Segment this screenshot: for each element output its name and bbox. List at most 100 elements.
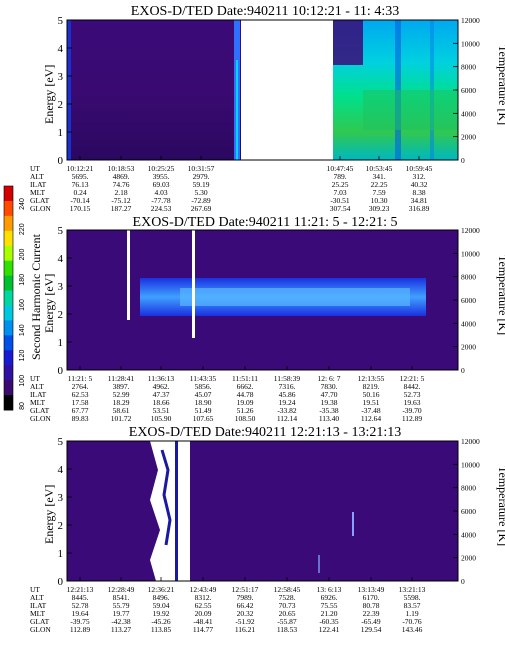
orbit-row-label: UT (30, 585, 40, 594)
orbit-value: 10.30 (371, 196, 388, 205)
panel-1-green-patch (363, 90, 458, 130)
left-tick-label: 2 (58, 309, 64, 321)
orbit-value: 105.90 (151, 414, 172, 423)
orbit-value: 89.83 (72, 414, 89, 423)
orbit-value: 58.61 (113, 406, 130, 415)
orbit-value: 55.79 (113, 601, 130, 610)
orbit-value: 3897. (113, 382, 130, 391)
orbit-value: 1.19 (405, 609, 418, 618)
orbit-value: 112.64 (361, 414, 382, 423)
orbit-value: 309.23 (369, 204, 390, 213)
orbit-time-label: 10:31:57 (188, 164, 215, 173)
orbit-value: 341. (372, 172, 385, 181)
orbit-value: 7528. (279, 593, 296, 602)
orbit-value: 45.86 (279, 390, 296, 399)
panel-3-ylabel-left: Energy [eV] (42, 485, 56, 544)
orbit-value: 74.76 (113, 180, 130, 189)
panel-3-data-gap (150, 441, 190, 581)
panel-1-left-axis: 0 1 2 3 4 5 (58, 15, 72, 167)
orbit-value: 19.38 (321, 398, 338, 407)
colorbar-tick-label: 200 (19, 249, 26, 261)
orbit-value: 129.54 (361, 625, 382, 634)
panel-3-gap-line (175, 441, 178, 581)
orbit-value: 47.37 (153, 390, 170, 399)
colorbar-swatch (4, 380, 13, 396)
colorbar-ticks: 240 220 200 180 160 140 120 100 80 (19, 198, 26, 410)
orbit-value: 7316. (279, 382, 296, 391)
orbit-value: 17.58 (72, 398, 89, 407)
orbit-row-label: GLAT (30, 196, 50, 205)
orbit-value: -42.38 (111, 617, 131, 626)
orbit-value: 19.63 (404, 398, 421, 407)
orbit-value: 34.81 (411, 196, 428, 205)
orbit-value: 6170. (363, 593, 380, 602)
orbit-row-label: GLAT (30, 406, 50, 415)
orbit-time-label: 12:43:49 (190, 585, 217, 594)
panel-2-ylabel-right: Temperature [K] (496, 255, 505, 335)
orbit-value: 45.07 (195, 390, 212, 399)
panel-3-spike (318, 555, 320, 573)
orbit-value: 267.69 (191, 204, 212, 213)
orbit-value: -51.92 (235, 617, 255, 626)
right-tick-label: 10000 (461, 460, 480, 469)
orbit-value: 4.03 (154, 188, 167, 197)
orbit-value: 6662. (237, 382, 254, 391)
panel-3-background (67, 441, 458, 581)
orbit-value: 113.85 (151, 625, 172, 634)
colorbar-swatch (4, 290, 13, 306)
orbit-value: 7.59 (372, 188, 385, 197)
orbit-time-label: 11:28:41 (108, 374, 135, 383)
right-tick-label: 8000 (461, 484, 476, 493)
colorbar-swatch (4, 275, 13, 292)
orbit-value: 112.89 (402, 414, 423, 423)
orbit-row-label: GLAT (30, 617, 50, 626)
orbit-value: 3955. (153, 172, 170, 181)
colorbar-swatches (3, 185, 14, 411)
orbit-row-label: GLON (30, 625, 51, 634)
left-tick-label: 1 (58, 337, 64, 349)
orbit-time-label: 10:59:45 (406, 164, 433, 173)
orbit-row-label: ALT (30, 172, 44, 181)
orbit-value: 69.03 (153, 180, 170, 189)
colorbar-tick-label: 140 (19, 324, 26, 336)
colorbar-tick-label: 180 (19, 274, 26, 286)
orbit-value: 6926. (321, 593, 338, 602)
orbit-value: -65.49 (361, 617, 381, 626)
orbit-value: 70.73 (279, 601, 296, 610)
right-tick-label: 4000 (461, 109, 476, 118)
orbit-time-label: 10:25:25 (148, 164, 175, 173)
right-tick-label: 6000 (461, 296, 476, 305)
orbit-time-label: 12:21:13 (67, 585, 94, 594)
orbit-time-label: 11:43:35 (190, 374, 217, 383)
orbit-value: 2.18 (114, 188, 127, 197)
orbit-value: -39.75 (70, 617, 90, 626)
orbit-time-label: 12:21: 5 (400, 374, 425, 383)
colorbar-swatch (4, 305, 13, 321)
orbit-value: -70.76 (402, 617, 422, 626)
orbit-value: 19.92 (153, 609, 170, 618)
right-tick-label: 12000 (461, 16, 480, 25)
orbit-value: 187.27 (111, 204, 132, 213)
orbit-value: 0.24 (73, 188, 86, 197)
orbit-value: -72.89 (191, 196, 211, 205)
orbit-value: 789. (333, 172, 346, 181)
orbit-row-label: GLON (30, 204, 51, 213)
orbit-value: 66.42 (237, 601, 254, 610)
colorbar-swatch (4, 335, 13, 351)
panel-3: EXOS-D/TED Date:940211 12:21:13 - 13:21:… (30, 425, 505, 634)
panel-2-spectrogram (67, 230, 458, 370)
colorbar-tick-label: 220 (19, 223, 26, 235)
colorbar-swatch (4, 186, 13, 202)
orbit-value: 113.40 (319, 414, 340, 423)
orbit-value: 8.38 (412, 188, 425, 197)
orbit-row-label: ILAT (30, 180, 47, 189)
orbit-value: 76.13 (72, 180, 89, 189)
colorbar-swatch (4, 230, 13, 247)
left-tick-label: 5 (58, 15, 64, 27)
panel-1-ylabel-right: Temperature [K] (496, 45, 505, 125)
right-tick-label: 10000 (461, 249, 480, 258)
orbit-value: 108.50 (235, 414, 256, 423)
orbit-value: -30.51 (330, 196, 350, 205)
